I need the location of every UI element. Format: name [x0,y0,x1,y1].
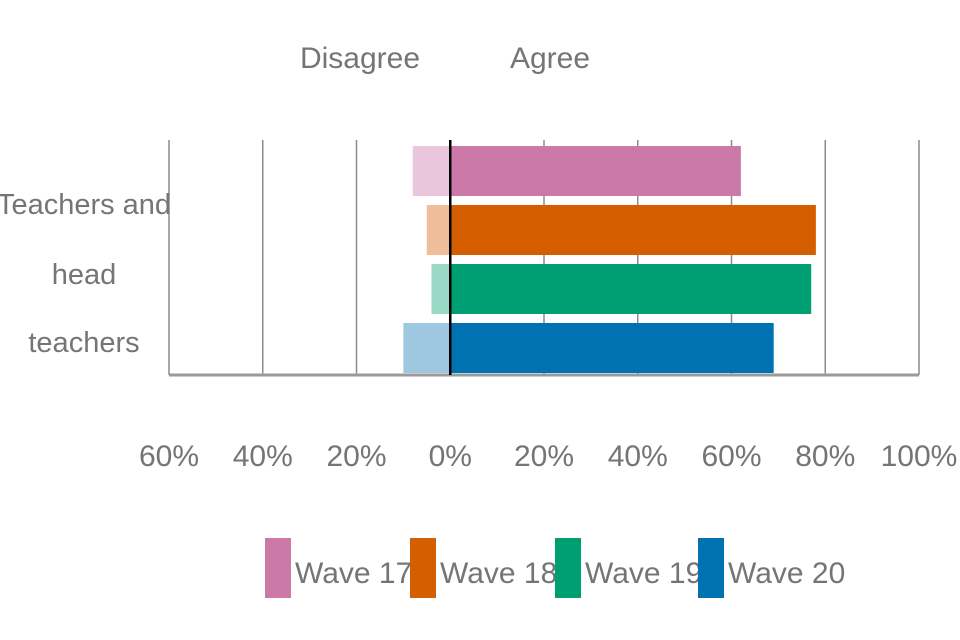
header-label-agree: Agree [510,42,590,75]
legend-swatch [265,538,291,598]
bar-agree [450,323,774,373]
x-tick-label: 100% [881,440,958,473]
x-tick-label: 40% [608,440,668,473]
x-tick-label: 60% [139,440,199,473]
bar-agree [450,205,816,255]
legend-label: Wave 20 [728,557,845,590]
legend-label: Wave 17 [295,557,412,590]
x-tick-label: 40% [233,440,293,473]
legend: Wave 17 Wave 18 Wave 19 Wave 20 [265,538,845,598]
axes [169,140,919,377]
legend-label: Wave 18 [440,557,557,590]
x-tick-label: 20% [326,440,386,473]
category-label-line-1: Teachers and [0,189,171,221]
header-label-disagree: Disagree [300,42,420,75]
x-tick-label: 80% [795,440,855,473]
legend-swatch [555,538,581,598]
bar-agree [450,146,741,196]
x-tick-label: 20% [514,440,574,473]
bar-disagree [403,323,451,373]
category-label-line-3: teachers [28,327,139,359]
x-tick-label: 60% [701,440,761,473]
legend-label: Wave 19 [585,557,702,590]
bar-agree [450,264,812,314]
legend-swatch [410,538,436,598]
x-axis-tick-labels: 60% 40% 20% 0% 20% 40% 60% 80% 100% [139,440,957,473]
legend-swatch [698,538,724,598]
category-label-line-2: head [52,259,117,291]
bar-disagree [426,205,451,255]
bars [403,146,816,373]
bar-disagree [412,146,451,196]
x-tick-label: 0% [429,440,472,473]
bar-disagree [431,264,451,314]
category-label: Teachers and head teachers [0,189,171,359]
